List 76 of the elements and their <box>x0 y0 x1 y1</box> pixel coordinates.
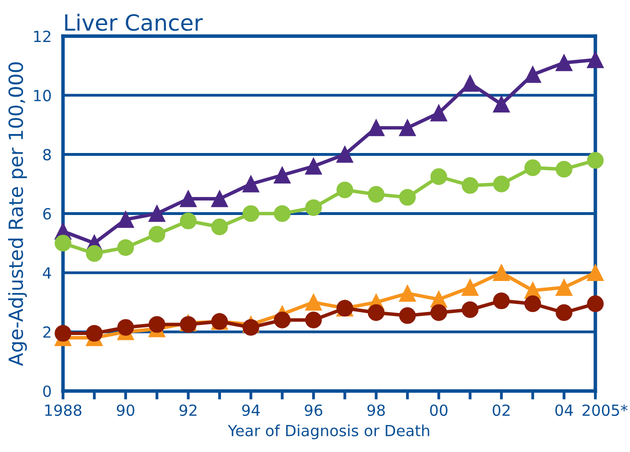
point <box>462 301 478 318</box>
x-tick-label: 94 <box>242 404 260 416</box>
x-tick-label: 92 <box>180 404 196 416</box>
x-axis-title: Year of Diagnosis or Death <box>228 424 430 440</box>
x-tick-label: 98 <box>367 404 385 416</box>
x-tick-label: 1988 <box>45 404 82 416</box>
point <box>368 304 384 321</box>
point <box>117 239 134 256</box>
point <box>462 177 478 194</box>
point <box>86 245 103 262</box>
point <box>86 324 103 342</box>
point <box>368 119 384 136</box>
y-tick-label: 6 <box>43 208 51 220</box>
point <box>274 312 291 328</box>
point <box>556 54 572 72</box>
point <box>305 158 322 175</box>
point <box>587 264 604 282</box>
point <box>242 176 260 192</box>
x-tick-label: 02 <box>492 404 510 416</box>
point <box>148 205 166 222</box>
point <box>556 279 572 296</box>
y-tick-label: 4 <box>42 267 52 279</box>
point <box>336 146 354 163</box>
y-tick-label: 2 <box>43 326 50 338</box>
point <box>117 211 134 228</box>
point <box>430 104 448 122</box>
point <box>305 199 322 216</box>
point <box>399 307 416 324</box>
point <box>462 75 478 92</box>
point <box>399 188 416 206</box>
y-tick-label: 12 <box>34 30 50 42</box>
point <box>556 160 572 178</box>
point <box>148 316 166 333</box>
point <box>242 319 260 336</box>
point <box>493 264 510 282</box>
x-tick-label: 00 <box>430 404 448 416</box>
point <box>54 234 72 252</box>
point <box>524 295 542 312</box>
point <box>305 312 322 328</box>
x-tick-label: 90 <box>116 404 134 416</box>
point <box>180 316 197 333</box>
x-tick-label: 96 <box>304 404 322 416</box>
x-tick-label: 04 <box>555 404 573 416</box>
point <box>117 319 134 336</box>
point <box>211 218 228 236</box>
point <box>524 159 542 176</box>
y-tick-label: 10 <box>34 90 51 102</box>
point <box>430 168 448 185</box>
point <box>336 182 354 198</box>
point <box>305 294 322 311</box>
y-tick-label: 0 <box>43 385 51 397</box>
point <box>242 205 260 222</box>
point <box>180 212 197 230</box>
point <box>368 186 384 203</box>
point <box>462 279 478 296</box>
point <box>430 304 448 321</box>
point <box>587 152 604 169</box>
point <box>274 166 291 184</box>
x-tick-label: 2005* <box>582 404 628 416</box>
point <box>148 226 166 243</box>
point <box>399 119 416 136</box>
point <box>274 205 291 222</box>
chart-title: Liver Cancer <box>65 14 203 31</box>
point <box>54 324 72 342</box>
point <box>493 176 510 192</box>
point <box>587 51 604 68</box>
point <box>399 285 416 302</box>
point <box>180 190 197 208</box>
y-tick-label: 8 <box>43 148 51 160</box>
point <box>556 304 572 321</box>
point <box>524 66 542 83</box>
point <box>493 292 510 310</box>
point <box>211 190 228 208</box>
y-axis-title: Age-Adjusted Rate per 100,000 <box>8 62 27 366</box>
point <box>587 295 604 312</box>
point <box>493 96 510 112</box>
